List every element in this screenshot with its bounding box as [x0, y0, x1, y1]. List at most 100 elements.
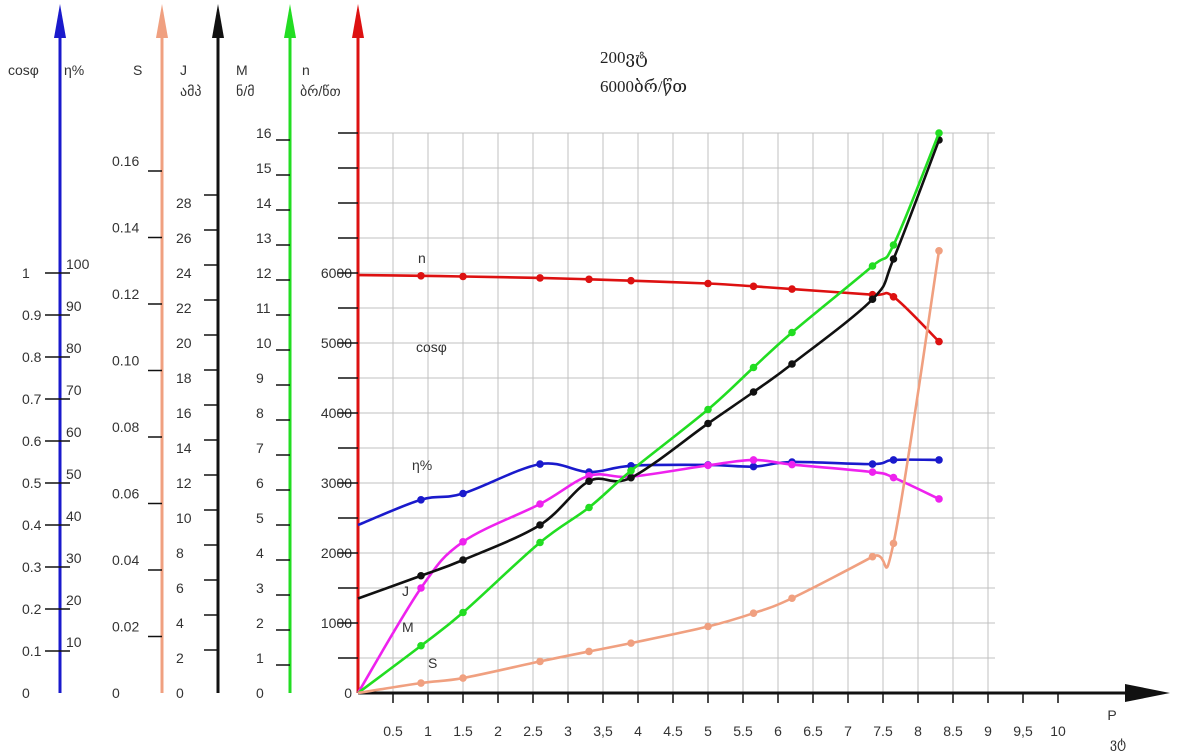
- speed-tick-label: 1000: [321, 615, 352, 631]
- slip-axis-arrow: [156, 4, 168, 38]
- cos-tick-label: 0: [22, 685, 30, 701]
- series-4-point: [627, 466, 635, 475]
- eta-tick-label: 90: [66, 298, 82, 314]
- annotation-speed: 6000ბრ/წთ: [600, 77, 687, 96]
- series-5-point: [889, 539, 898, 548]
- torque-tick-label: 7: [256, 440, 264, 456]
- slip-tick-label: 0.12: [112, 286, 139, 302]
- series-0-point: [459, 272, 467, 281]
- series-1-point: [935, 456, 943, 464]
- series-5-point: [868, 552, 877, 561]
- series-3-point: [417, 571, 425, 580]
- series-4-point: [889, 241, 898, 249]
- series-3-point: [459, 556, 467, 564]
- torque-axis-name: M: [236, 62, 248, 78]
- series-5-point: [417, 679, 425, 687]
- x-tick-label: 2.5: [523, 723, 543, 739]
- slip-tick-label: 0.16: [112, 153, 139, 169]
- cos-tick-label: 1: [22, 265, 30, 281]
- eta-tick-label: 10: [66, 634, 82, 650]
- cos-tick-label: 0.7: [22, 391, 42, 407]
- eta-tick-label: 60: [66, 424, 82, 440]
- torque-tick-label: 2: [256, 615, 264, 631]
- cos-eta-axis-arrow: [54, 4, 66, 38]
- torque-tick-label: 10: [256, 335, 272, 351]
- speed-tick-label: 2000: [321, 545, 352, 561]
- series-1-point: [417, 496, 425, 504]
- series-0-point: [935, 337, 943, 346]
- torque-tick-label: 13: [256, 230, 272, 246]
- x-tick-label: 1.5: [453, 723, 473, 739]
- speed-axis-unit: ბრ/წთ: [300, 83, 341, 99]
- series-5-point: [459, 674, 467, 682]
- slip-tick-label: 0.04: [112, 552, 139, 568]
- x-tick-label: 4.5: [663, 723, 683, 739]
- current-tick-label: 8: [176, 545, 184, 561]
- current-tick-label: 10: [176, 510, 192, 526]
- series-5-label: S: [428, 655, 437, 671]
- x-tick-label: 3: [564, 723, 572, 739]
- torque-tick-label: 0: [256, 685, 264, 701]
- series-2-point: [889, 473, 898, 482]
- current-axis-arrow: [212, 4, 224, 38]
- x-tick-label: 8.5: [943, 723, 963, 739]
- cos-tick-label: 0.2: [22, 601, 42, 617]
- cos-tick-label: 0.3: [22, 559, 42, 575]
- speed-tick-label: 0: [344, 685, 352, 701]
- series-3-point: [704, 419, 712, 428]
- current-tick-label: 22: [176, 300, 192, 316]
- x-tick-label: 7: [844, 723, 852, 739]
- series-4-point: [868, 262, 877, 270]
- speed-tick-label: 3000: [321, 475, 352, 491]
- x-tick-label: 3,5: [593, 723, 613, 739]
- series-3-point: [788, 360, 796, 368]
- cos-axis-name: cosφ: [8, 62, 39, 78]
- torque-tick-label: 4: [256, 545, 264, 561]
- current-tick-label: 0: [176, 685, 184, 701]
- series-2-point: [459, 538, 467, 546]
- series-5-point: [585, 647, 593, 656]
- annotation-power: 200ვტ: [600, 48, 648, 67]
- series-1-point: [749, 462, 758, 471]
- cos-tick-label: 0.8: [22, 349, 42, 365]
- series-5-point: [935, 246, 943, 255]
- series-4-label: M: [402, 619, 414, 635]
- slip-tick-label: 0.10: [112, 353, 139, 369]
- speed-tick-label: 4000: [321, 405, 352, 421]
- series-0-point: [889, 293, 898, 301]
- series-5-point: [788, 594, 796, 603]
- cos-tick-label: 0.9: [22, 307, 42, 323]
- series-4-point: [585, 503, 593, 512]
- x-axis-arrow: [1125, 684, 1170, 702]
- speed-axis-name: n: [302, 62, 310, 78]
- series-4-point: [749, 363, 758, 372]
- current-tick-label: 4: [176, 615, 184, 631]
- torque-tick-label: 9: [256, 370, 264, 386]
- cos-tick-label: 0.4: [22, 517, 42, 533]
- torque-axis-unit: ნ/მ: [236, 83, 255, 99]
- series-5-point: [627, 639, 635, 647]
- x-axis-unit: ვტ: [1110, 735, 1126, 751]
- series-4-point: [935, 129, 943, 137]
- x-tick-label: 6.5: [803, 723, 823, 739]
- series-4-point: [704, 405, 712, 414]
- eta-tick-label: 50: [66, 466, 82, 482]
- series-0-point: [704, 279, 712, 288]
- torque-tick-label: 6: [256, 475, 264, 491]
- series-2-point: [868, 468, 877, 476]
- current-tick-label: 2: [176, 650, 184, 666]
- current-tick-label: 18: [176, 370, 192, 386]
- current-tick-label: 26: [176, 230, 192, 246]
- current-tick-label: 28: [176, 195, 192, 211]
- cos-tick-label: 0.6: [22, 433, 42, 449]
- series-1-point: [889, 456, 898, 464]
- eta-axis-name: η%: [64, 62, 84, 78]
- x-axis-name: P: [1107, 707, 1116, 723]
- series-3-point: [585, 477, 593, 486]
- series-5-point: [749, 609, 758, 617]
- slip-tick-label: 0.08: [112, 419, 139, 435]
- current-axis-unit: ამპ: [180, 83, 202, 99]
- x-tick-label: 9: [984, 723, 992, 739]
- series-3-point: [627, 473, 635, 482]
